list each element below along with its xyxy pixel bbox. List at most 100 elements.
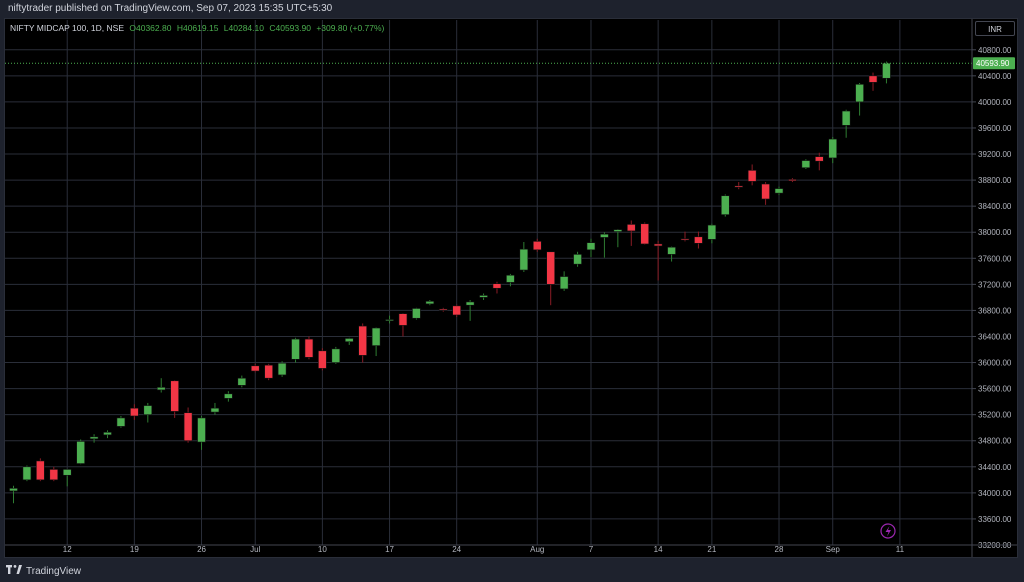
candle[interactable] [277,361,287,377]
candle[interactable] [22,465,32,482]
candle[interactable] [183,407,193,443]
candle[interactable] [747,164,757,186]
candle[interactable] [237,375,247,388]
candle[interactable] [868,72,878,91]
candle[interactable] [89,434,99,443]
candle[interactable] [600,232,609,258]
candle[interactable] [855,83,864,116]
candle[interactable] [170,380,179,418]
change-value: +309.80 (+0.77%) [316,23,385,33]
candle[interactable] [385,315,394,324]
candle[interactable] [841,109,851,138]
candle[interactable] [36,458,45,482]
candle[interactable] [130,404,139,420]
candle[interactable] [694,231,703,249]
candle[interactable] [250,363,260,373]
candle[interactable] [264,363,273,381]
candle[interactable] [586,238,596,257]
y-tick-label: 39200.00 [978,150,1012,159]
candle[interactable] [438,307,448,312]
candle-body [855,84,864,103]
candle-body [49,469,59,481]
candle[interactable] [559,271,569,291]
candle[interactable] [573,251,582,267]
y-tick-label: 38000.00 [978,228,1012,237]
candle[interactable] [412,307,421,320]
chart-frame[interactable] [4,18,1018,558]
candle[interactable] [371,327,381,357]
candle-body [277,362,287,376]
candle[interactable] [720,194,730,217]
candle[interactable] [667,246,676,262]
candle[interactable] [626,220,636,246]
candle-body [788,179,797,182]
x-tick-label: 10 [318,545,327,554]
y-tick-label: 34400.00 [978,463,1012,472]
candle[interactable] [640,222,650,245]
candle[interactable] [49,466,59,482]
candle[interactable] [304,336,314,360]
tradingview-logo[interactable]: TradingView [6,565,81,577]
candle[interactable] [828,137,838,164]
flash-icon-bolt [885,526,891,537]
candle[interactable] [707,223,717,244]
candle[interactable] [76,439,85,465]
candle[interactable] [224,391,233,402]
candle[interactable] [774,186,784,196]
candle-body [774,188,784,194]
candle[interactable] [506,273,515,287]
candle[interactable] [116,415,126,428]
candle[interactable] [680,231,690,242]
candle-body [452,305,461,316]
candle[interactable] [788,178,797,183]
candle[interactable] [465,299,475,321]
flash-icon[interactable] [880,523,896,539]
currency-button[interactable]: INR [975,21,1015,36]
candle[interactable] [9,485,18,504]
candle[interactable] [492,281,502,294]
candle[interactable] [358,323,367,363]
candle-body [371,327,381,346]
last-price-label: 40593.90 [976,59,1010,68]
candle-body [761,183,770,200]
candle[interactable] [331,346,341,364]
candle[interactable] [197,415,206,450]
candle-body [841,110,851,126]
time-axis: 12 19 26 Jul 10 17 24 Aug 7 14 21 28 Sep 11 [5,523,1017,554]
candle[interactable] [156,378,166,393]
candle[interactable] [452,304,461,317]
candle[interactable] [532,238,542,252]
grid-lines [5,20,972,546]
candle[interactable] [761,182,770,205]
candle[interactable] [291,337,300,363]
candle[interactable] [734,182,744,190]
candle-body [304,338,314,358]
x-tick-label: 19 [130,545,139,554]
tradingview-logo-icon [6,565,22,577]
candle-body [103,431,112,436]
candle-body [318,350,327,369]
x-tick-label: Aug [530,545,544,554]
candle[interactable] [801,159,811,170]
candle-body [224,393,233,399]
candle[interactable] [519,242,529,272]
candle-body [747,170,757,182]
candle[interactable] [210,402,220,415]
candle[interactable] [103,430,112,439]
candle[interactable] [143,402,153,423]
candle-body [801,160,811,169]
candle[interactable] [398,313,408,337]
symbol-label: NIFTY MIDCAP 100, 1D, NSE [10,23,124,33]
candle[interactable] [882,61,891,84]
candle[interactable] [653,240,663,281]
candle[interactable] [318,348,327,371]
candle[interactable] [62,469,72,487]
candle[interactable] [425,299,435,306]
candle-body [720,195,730,215]
candle[interactable] [546,251,556,306]
candle[interactable] [344,337,354,345]
candle[interactable] [613,228,623,248]
candle[interactable] [814,152,824,171]
candle[interactable] [479,293,488,300]
